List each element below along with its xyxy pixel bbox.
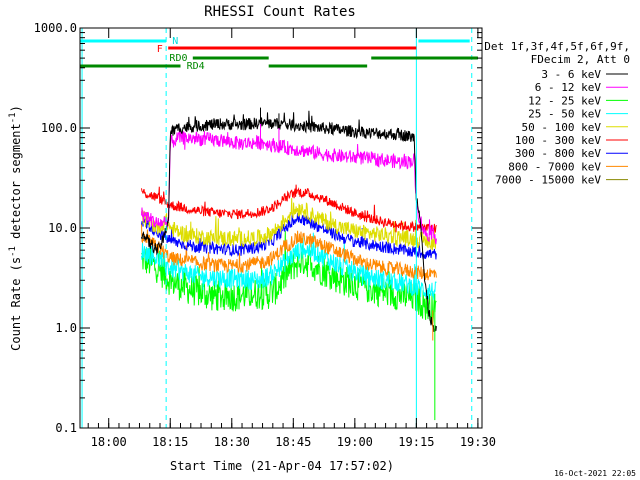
y-axis-label: Count Rate (s-1 detector segment-1) bbox=[8, 105, 23, 351]
legend-label: 7000 - 15000 keV bbox=[495, 174, 601, 187]
legend-label: 800 - 7000 keV bbox=[508, 160, 601, 173]
y-tick-label: 1000.0 bbox=[34, 21, 77, 35]
x-tick-label: 18:45 bbox=[275, 435, 311, 449]
series-line-3-6-kev bbox=[141, 110, 437, 333]
y-axis-label-main: Count Rate (s bbox=[9, 257, 23, 351]
legend-label: 100 - 300 keV bbox=[515, 134, 601, 147]
legend-label: 3 - 6 keV bbox=[541, 68, 601, 81]
series-line-25-50-kev bbox=[141, 232, 437, 301]
legend-header-line-1: Det 1f,3f,4f,5f,6f,9f, bbox=[484, 40, 630, 53]
y-axis-label-exponent-1: -1 bbox=[8, 246, 18, 257]
legend-label: 300 - 800 keV bbox=[515, 147, 601, 160]
series-line-12-25-kev bbox=[141, 230, 437, 324]
x-tick-label: 19:00 bbox=[337, 435, 373, 449]
label-N: N bbox=[172, 36, 178, 47]
legend-label: 6 - 12 keV bbox=[535, 81, 602, 94]
legend-header-line-2: FDecim 2, Att 0 bbox=[531, 53, 630, 66]
legend-label: 12 - 25 keV bbox=[528, 94, 601, 107]
y-tick-label: 100.0 bbox=[41, 121, 77, 135]
x-axis-label: Start Time (21-Apr-04 17:57:02) bbox=[170, 459, 394, 473]
label-RD0: RD0 bbox=[169, 53, 187, 64]
data-layer bbox=[141, 107, 437, 421]
x-tick-label: 18:15 bbox=[152, 435, 188, 449]
x-tick-label: 18:00 bbox=[91, 435, 127, 449]
y-axis-label-middle: detector segment bbox=[9, 123, 23, 246]
series-line-50-100-kev bbox=[141, 198, 437, 251]
y-tick-label: 0.1 bbox=[55, 421, 77, 435]
x-tick-label: 19:30 bbox=[460, 435, 496, 449]
legend-label: 25 - 50 keV bbox=[528, 108, 601, 121]
label-RD4: RD4 bbox=[187, 61, 205, 72]
series-line-100-300-kev bbox=[141, 184, 437, 234]
axis-ticks: 1000.0 100.0 10.0 1.0 0.1 18:00 18:15 18:30 18:4… bbox=[34, 21, 496, 449]
series-line-800-7000-kev bbox=[141, 223, 437, 281]
y-tick-label: 1.0 bbox=[55, 321, 77, 335]
x-tick-label: 19:15 bbox=[398, 435, 434, 449]
series-line-6-12-kev bbox=[141, 130, 437, 245]
y-axis-label-end: ) bbox=[9, 105, 23, 112]
legend: Det 1f,3f,4f,5f,6f,9f, FDecim 2, Att 0 3… bbox=[484, 40, 630, 187]
y-axis-label-exponent-2: -1 bbox=[8, 112, 18, 123]
legend-label: 50 - 100 keV bbox=[522, 121, 602, 134]
generation-timestamp: 16-Oct-2021 22:05 bbox=[554, 469, 636, 478]
x-tick-label: 18:30 bbox=[214, 435, 250, 449]
label-F: F bbox=[157, 44, 163, 55]
chart-title: RHESSI Count Rates bbox=[204, 4, 356, 20]
y-tick-label: 10.0 bbox=[48, 221, 77, 235]
series-line-300-800-kev bbox=[141, 212, 437, 260]
